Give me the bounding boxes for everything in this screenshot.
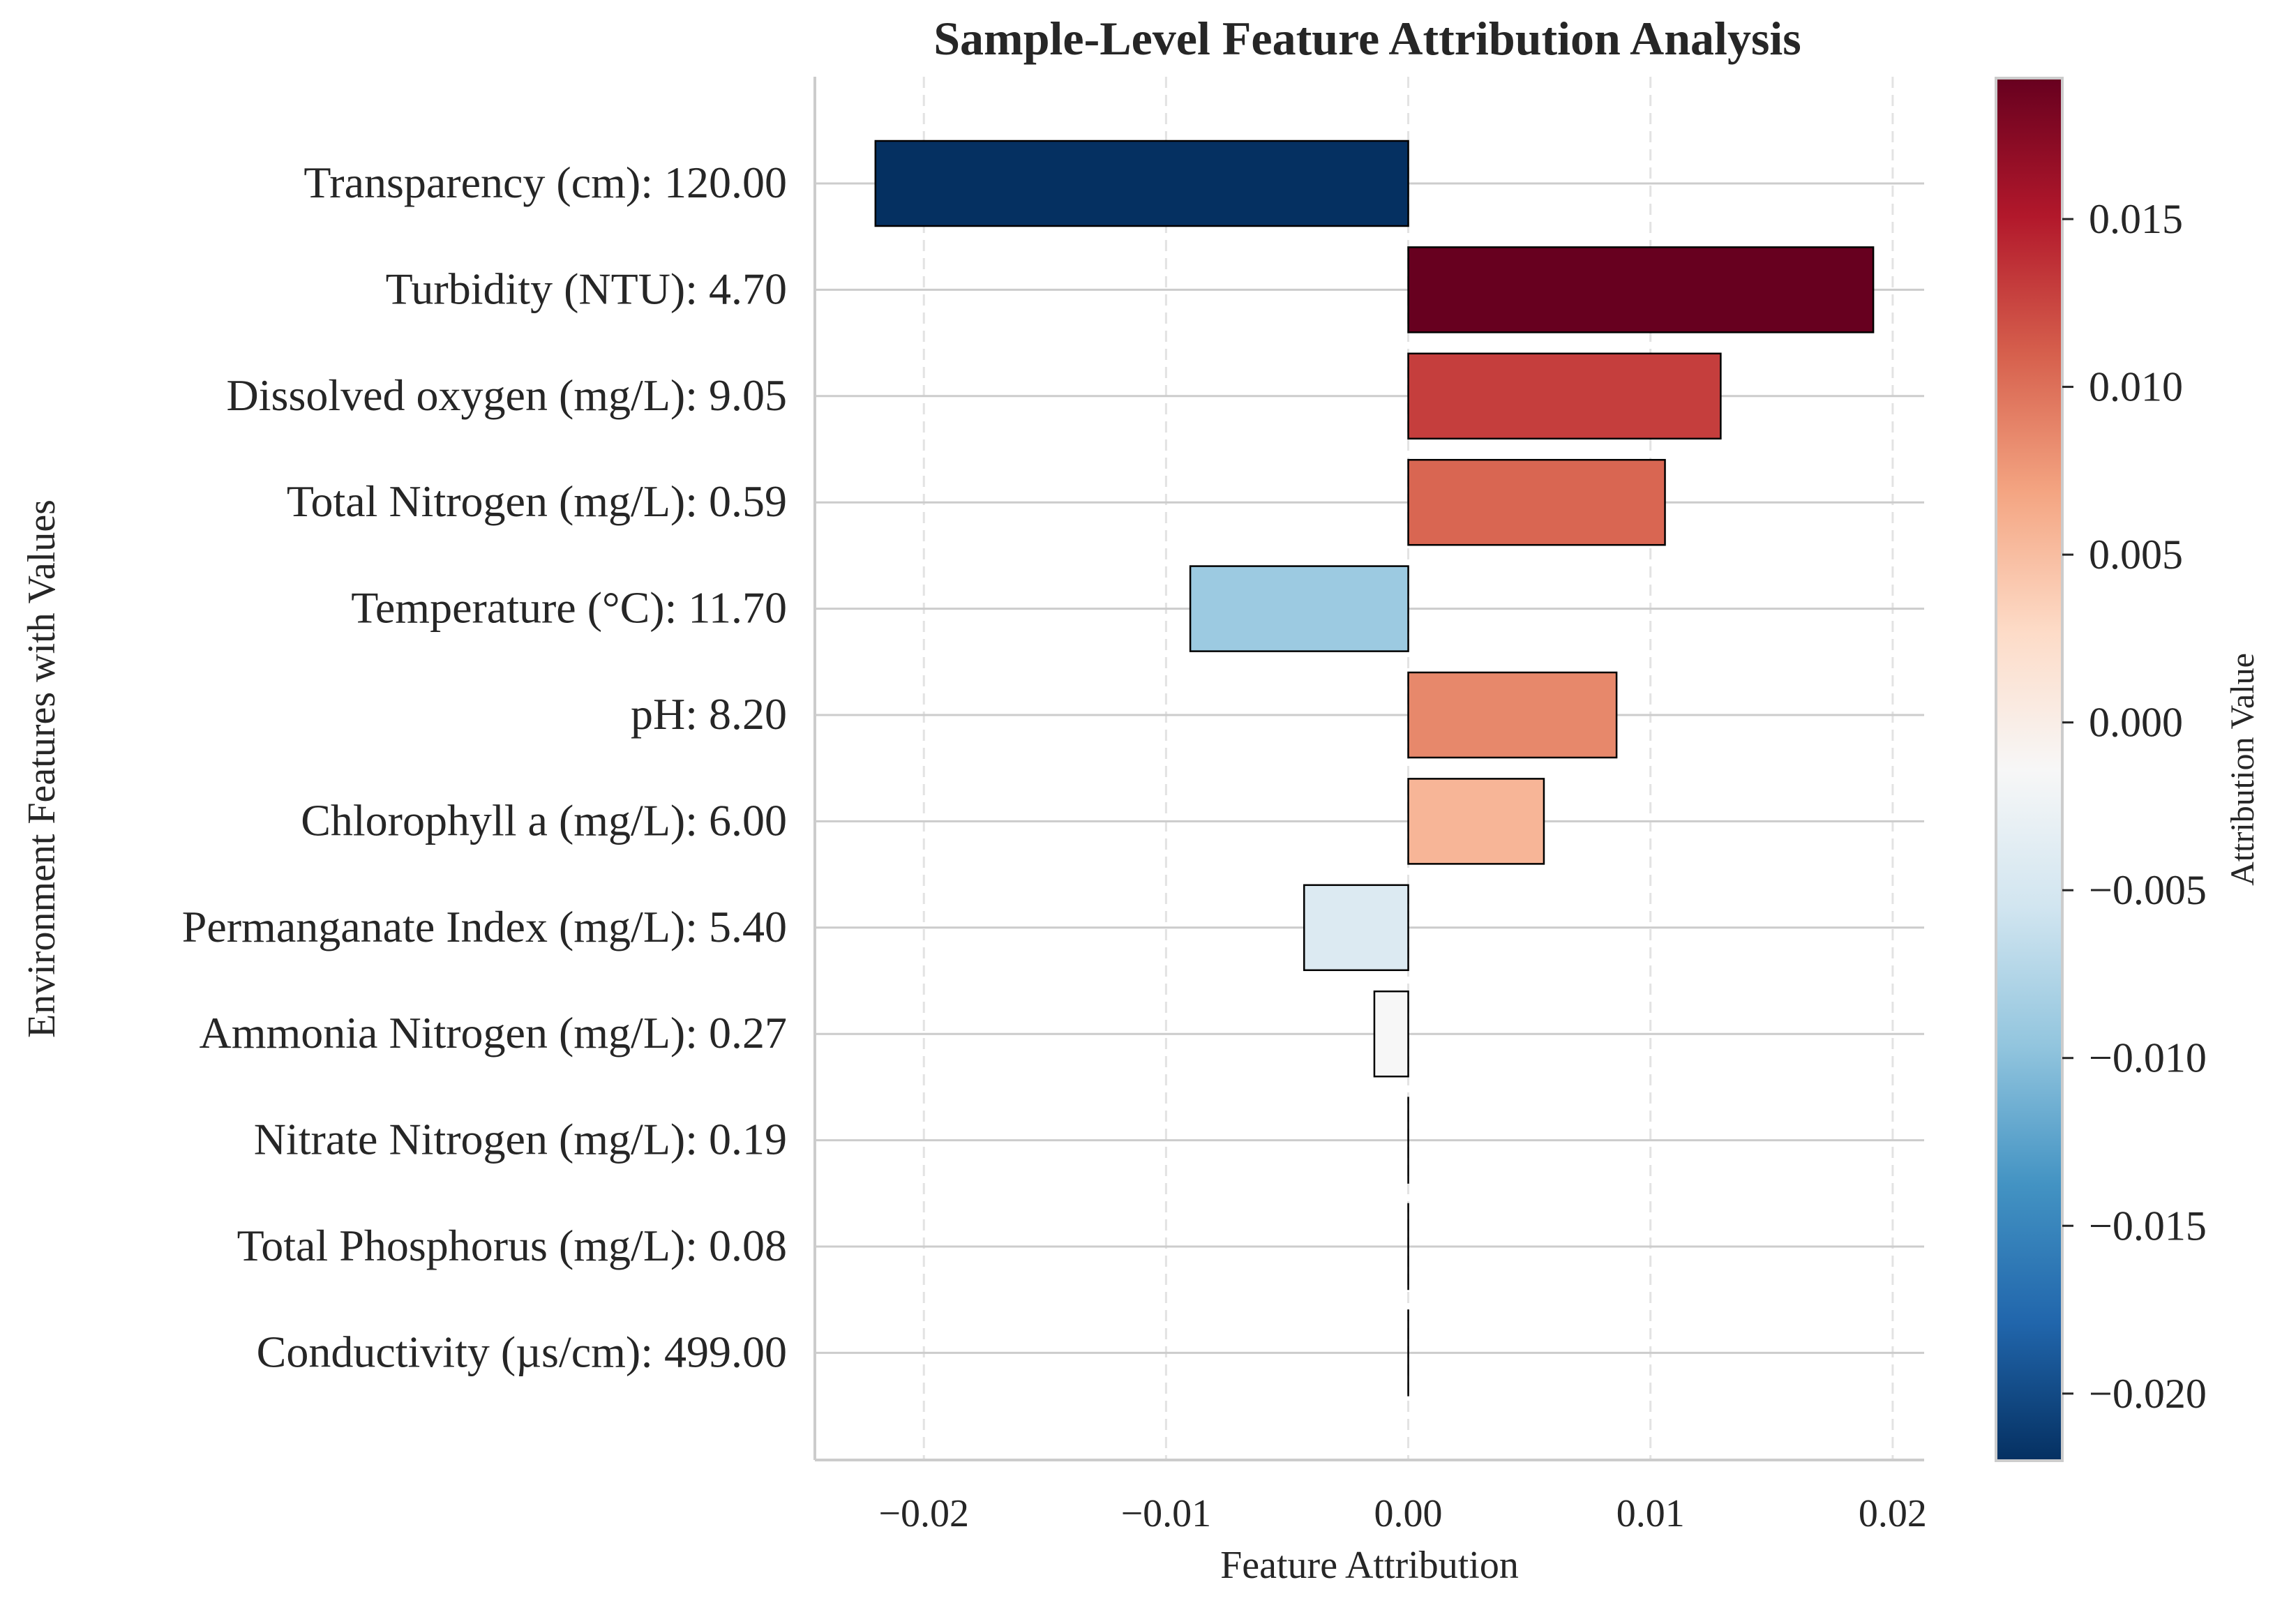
y-tick-label: Transparency (cm): 120.00 [303,158,787,207]
chart-title: Sample-Level Feature Attribution Analysi… [933,12,1801,65]
x-tick-label: 0.01 [1616,1492,1685,1535]
colorbar-tick-label: −0.020 [2089,1371,2207,1417]
bar [1407,246,1875,333]
colorbar-tick-label: −0.015 [2089,1203,2207,1249]
y-tick-label: Chlorophyll a (mg/L): 6.00 [301,795,787,845]
x-tick-label: −0.02 [878,1492,969,1535]
bar [874,140,1409,227]
y-tick-label: Conductivity (µs/cm): 499.00 [257,1327,787,1376]
colorbar-tick-label: 0.015 [2089,196,2183,242]
bar [1373,990,1409,1078]
y-tick-label: Temperature (°C): 11.70 [351,583,787,633]
x-tick-labels: −0.02 −0.01 0.00 0.01 0.02 [878,1492,1926,1535]
colorbar-label: Attribution Value [2224,653,2261,886]
plot-axes [813,77,1924,1461]
y-tick-labels: Transparency (cm): 120.00 Turbidity (NTU)… [182,158,787,1376]
colorbar: 0.015 0.010 0.005 0.000 −0.005 −0.010 −0.015 −0… [1995,77,2261,1462]
x-tick-label: 0.02 [1859,1492,1927,1535]
y-tick-label: Turbidity (NTU): 4.70 [386,264,787,313]
bar [1407,458,1666,546]
colorbar-gradient [1995,77,2064,1462]
y-tick-label: Ammonia Nitrogen (mg/L): 0.27 [199,1008,787,1058]
bar [1407,352,1722,440]
bar [1407,778,1545,865]
colorbar-tick-label: 0.010 [2089,364,2183,410]
bar [1189,565,1409,652]
y-tick-label: Total Phosphorus (mg/L): 0.08 [237,1221,787,1270]
bars [874,140,1875,1397]
bar [1407,671,1618,759]
colorbar-tick-label: −0.005 [2089,867,2207,913]
x-tick-label: 0.00 [1374,1492,1443,1535]
bar [1303,884,1409,972]
x-tick-label: −0.01 [1121,1492,1212,1535]
y-tick-label: Permanganate Index (mg/L): 5.40 [182,902,787,951]
x-axis-label: Feature Attribution [1220,1544,1519,1587]
colorbar-tick-label: 0.005 [2089,532,2183,578]
y-tick-label: Nitrate Nitrogen (mg/L): 0.19 [254,1115,787,1164]
y-tick-label: pH: 8.20 [631,689,787,739]
y-tick-label: Total Nitrogen (mg/L): 0.59 [287,476,787,526]
colorbar-tick-label: 0.000 [2089,700,2183,746]
y-tick-label: Dissolved oxygen (mg/L): 9.05 [227,370,787,420]
colorbar-tick-label: −0.010 [2089,1035,2207,1081]
colorbar-ticks: 0.015 0.010 0.005 0.000 −0.005 −0.010 −0.015 −0… [2062,196,2207,1417]
y-axis-label: Environment Features with Values [20,499,63,1038]
